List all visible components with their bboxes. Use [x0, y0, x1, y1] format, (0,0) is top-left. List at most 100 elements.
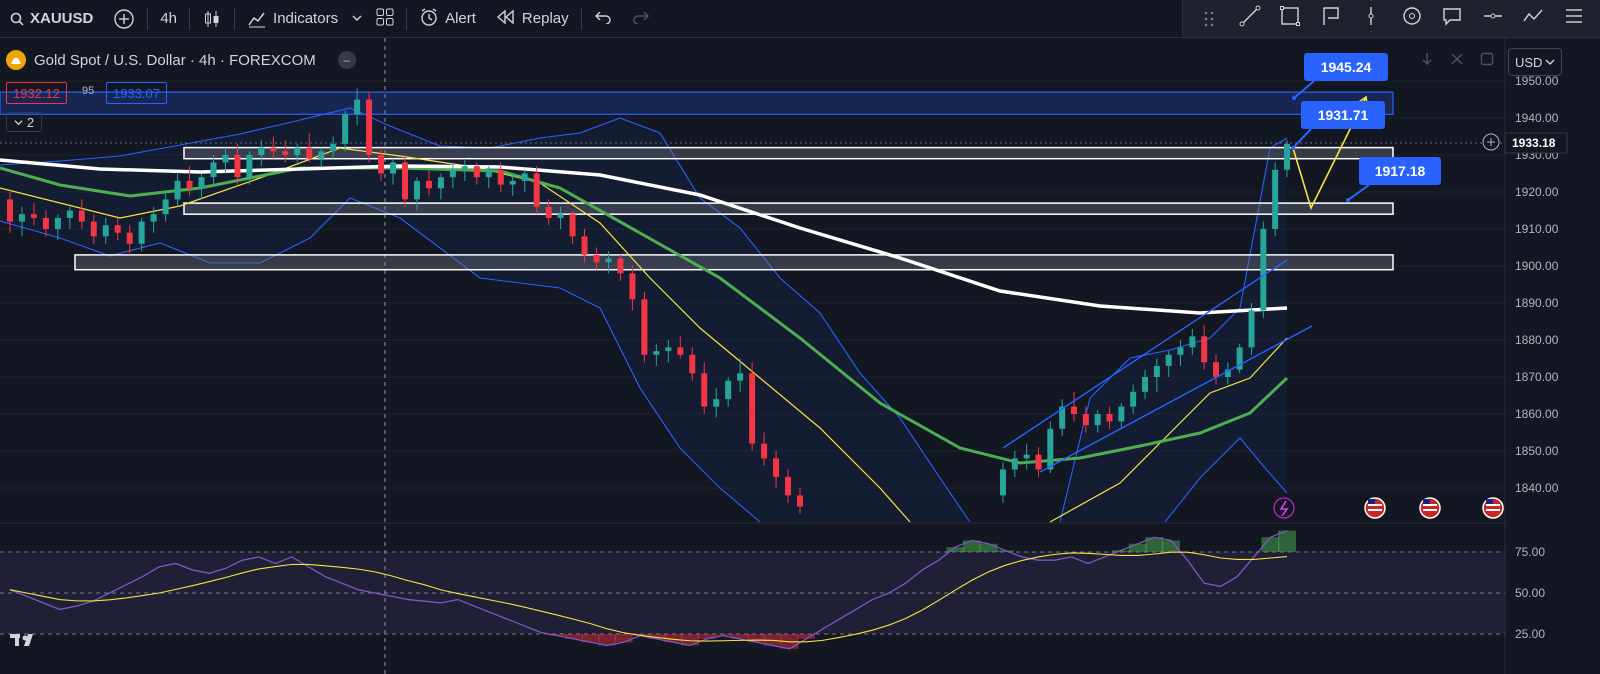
candle-body: [1000, 469, 1006, 496]
divider: [580, 7, 582, 30]
maximize-pane-button[interactable]: [1474, 48, 1500, 74]
candle-body: [761, 443, 768, 459]
current-price-label: 1933.18: [1512, 136, 1556, 150]
chevron-down-icon: [14, 115, 23, 130]
price-axis[interactable]: 1950.001940.001930.001920.001910.001900.…: [1482, 38, 1600, 674]
ma-yellow: [1049, 337, 1288, 523]
currency-selector[interactable]: USD: [1508, 48, 1562, 76]
candle-body: [114, 225, 121, 233]
candle-body: [1094, 414, 1101, 426]
interval-button[interactable]: 4h: [160, 10, 178, 27]
price-tick-label: 1940.00: [1515, 111, 1559, 125]
flag-stripe: [1368, 509, 1382, 511]
legend-menu-button[interactable]: –: [337, 51, 356, 69]
candle-body: [1260, 229, 1267, 311]
buy-price[interactable]: 1933.07: [106, 82, 167, 104]
redo-button[interactable]: [622, 0, 660, 38]
callout-anchor: [1291, 146, 1295, 150]
sell-price[interactable]: 1932.12: [6, 82, 67, 104]
close-pane-button[interactable]: [1444, 48, 1470, 74]
candle-body: [222, 155, 229, 163]
candle-body: [1177, 347, 1184, 355]
sr-zone: [183, 146, 1394, 160]
candle-body: [1082, 414, 1089, 426]
support-resistance-zones[interactable]: [0, 91, 1394, 271]
more-tools-button[interactable]: [1559, 4, 1589, 34]
scroll-down-button[interactable]: [1414, 48, 1440, 74]
compare-button[interactable]: [103, 0, 145, 38]
close-icon: [1451, 52, 1463, 70]
circle-tool[interactable]: [1397, 4, 1427, 34]
ma-yellow: [0, 147, 911, 523]
chart-type-button[interactable]: [192, 0, 232, 38]
candle-body: [1106, 414, 1113, 422]
flag-stripe: [1486, 509, 1500, 511]
lightning-event-icon: [1273, 497, 1295, 519]
candle-body: [366, 99, 373, 155]
vertical-line-icon: [1360, 5, 1382, 32]
more-indicators-dropdown[interactable]: [348, 0, 366, 38]
candle-body: [90, 221, 97, 237]
candle-body: [402, 162, 408, 200]
undo-button[interactable]: [584, 0, 622, 38]
indicators-button[interactable]: Indicators: [237, 0, 348, 38]
search-icon: [10, 12, 24, 26]
event-markers[interactable]: [10, 497, 1504, 646]
candle-body: [1284, 143, 1290, 170]
plus-circle-icon: [113, 8, 135, 30]
replay-button[interactable]: Replay: [486, 0, 579, 38]
sr-zone: [74, 254, 1394, 271]
layouts-button[interactable]: [366, 0, 404, 38]
tradingview-logo: [10, 634, 33, 646]
bollinger-upper: [0, 107, 971, 523]
comment-tool[interactable]: [1437, 4, 1467, 34]
vertical-line-tool[interactable]: [1356, 4, 1386, 34]
alert-button[interactable]: Alert: [409, 0, 486, 38]
rising-channel[interactable]: [1002, 259, 1313, 473]
divider: [234, 7, 236, 30]
bollinger-fill: [1060, 138, 1287, 522]
candles-icon: [202, 9, 222, 29]
chart-legend: Gold Spot / U.S. Dollar · 4h · FOREXCOM …: [6, 50, 356, 70]
us-flag-event-icon: [1482, 497, 1504, 519]
flag-canton: [1368, 499, 1375, 504]
indicators-label: Indicators: [273, 10, 339, 27]
candle-body: [306, 147, 313, 159]
symbol-search[interactable]: XAUUSD: [0, 0, 103, 38]
path-tool[interactable]: [1518, 4, 1548, 34]
divider: [147, 7, 149, 30]
candle-body: [521, 173, 528, 181]
candle-body: [210, 162, 217, 178]
candle-body: [413, 180, 420, 200]
rectangle-tool[interactable]: [1275, 4, 1305, 34]
candle-body: [1023, 454, 1030, 459]
candle-body: [1035, 454, 1042, 470]
symbol-title: Gold Spot / U.S. Dollar · 4h · FOREXCOM: [34, 51, 316, 69]
rsi-tick-label: 75.00: [1515, 545, 1545, 559]
candle-body: [1118, 406, 1125, 422]
speech-bubble-icon: [1441, 5, 1463, 32]
drag-handle[interactable]: [1194, 4, 1224, 34]
price-callouts[interactable]: 1931.71 1945.24 1917.18: [1291, 53, 1441, 202]
gold-logo-icon: [6, 50, 26, 70]
flag-stripe: [1486, 504, 1500, 506]
chevron-down-icon: [1545, 55, 1555, 70]
candle-body: [102, 225, 109, 237]
channel-lower: [1039, 325, 1313, 473]
candle-body: [18, 214, 25, 222]
callout-tool[interactable]: [1316, 4, 1346, 34]
currency-label: USD: [1515, 54, 1543, 70]
candle-body: [437, 177, 444, 189]
candle-body: [378, 155, 385, 174]
callout-pointer: [1347, 184, 1370, 201]
horizontal-line-icon: [1482, 5, 1504, 32]
sr-zone: [183, 202, 1394, 215]
indicators-collapse-button[interactable]: 2: [6, 112, 42, 132]
trend-line-tool[interactable]: [1235, 4, 1265, 34]
horizontal-line-tool[interactable]: [1478, 4, 1508, 34]
flag-stripe: [1368, 504, 1382, 506]
candle-body: [449, 169, 456, 178]
candle-body: [425, 180, 432, 189]
indicator-count: 2: [26, 114, 35, 130]
